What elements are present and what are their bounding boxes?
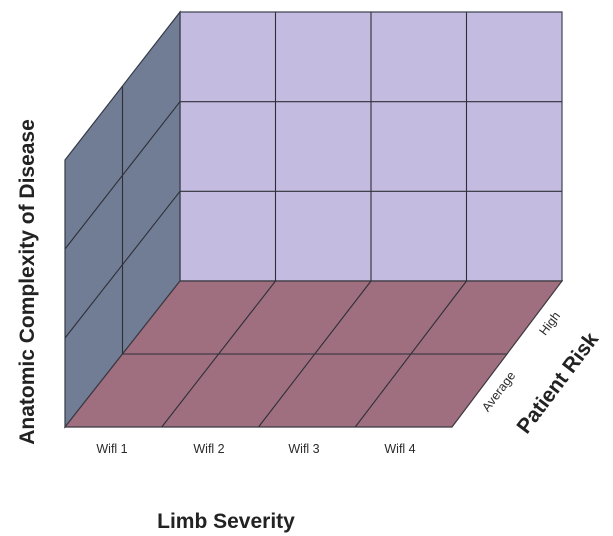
grid-lines <box>64 12 562 428</box>
x-tick-1: Wifl 1 <box>96 442 127 456</box>
x-axis-title: Limb Severity <box>157 510 295 533</box>
y-axis-title: Anatomic Complexity of Disease <box>16 119 39 445</box>
z-axis-title: Patient Risk <box>512 328 603 438</box>
x-tick-4: Wifl 4 <box>384 442 415 456</box>
side-wall-grid-line <box>64 101 181 250</box>
x-tick-3: Wifl 3 <box>288 442 319 456</box>
z-tick-high: High <box>536 309 563 338</box>
side-wall-grid-line <box>64 190 181 339</box>
x-tick-2: Wifl 2 <box>193 442 224 456</box>
